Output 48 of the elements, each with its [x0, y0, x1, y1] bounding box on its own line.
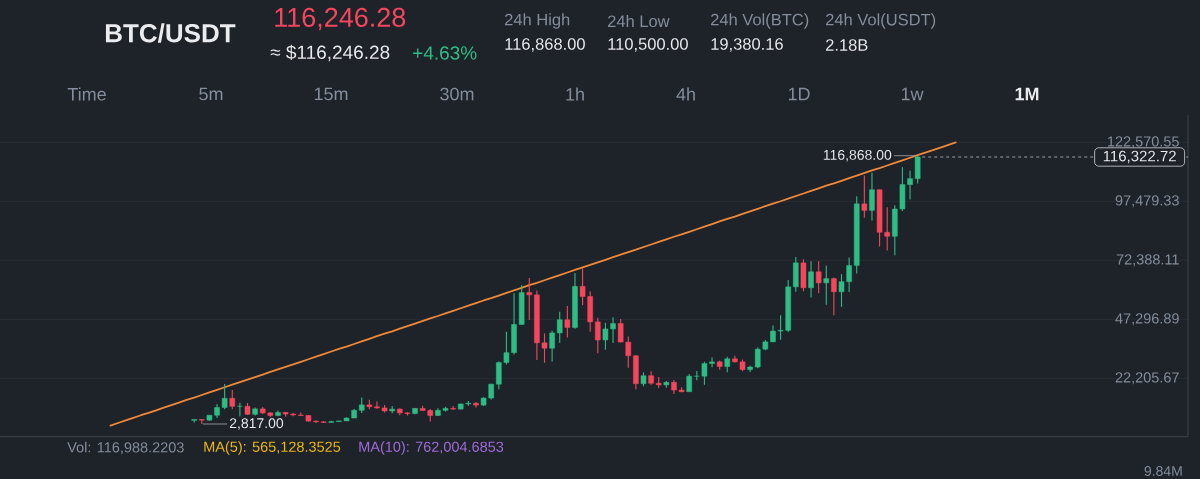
- text: 15m: [314, 87, 348, 101]
- text: MA(5): 565,128.3525: [204, 441, 341, 455]
- text: 9.84M: [1144, 466, 1182, 476]
- candlestick: [526, 277, 533, 321]
- candlestick: [229, 389, 236, 410]
- text: Time: [67, 87, 106, 101]
- text: 1M: [1015, 87, 1039, 101]
- y-tick-label: 22,205.67: [1115, 372, 1179, 385]
- candlestick: [556, 311, 563, 344]
- text: +4.63%: [413, 46, 477, 60]
- text: MA(10): 762,004.6853: [359, 441, 504, 455]
- candlestick: [564, 305, 571, 338]
- text: 30m: [440, 87, 474, 101]
- y-tick-label: 122,570.55: [1108, 136, 1179, 149]
- y-tick-label: 47,296.89: [1115, 313, 1179, 326]
- candlestick: [549, 330, 555, 363]
- candlestick: [831, 276, 837, 316]
- text: 1D: [788, 87, 810, 101]
- text: 24h High: [505, 13, 570, 29]
- y-tick-label: 72,388.11: [1116, 254, 1179, 267]
- candlestick: [237, 402, 243, 417]
- candlestick: [815, 260, 822, 294]
- text: 116,246.28: [275, 7, 406, 31]
- chart-title: BTC/USDT: [105, 23, 236, 43]
- candlestick: [793, 256, 799, 293]
- text: 5m: [199, 87, 223, 101]
- annotation: 2,817.00: [229, 418, 284, 430]
- candlestick: [808, 260, 814, 298]
- candlestick: [450, 405, 456, 411]
- text: 1h: [566, 87, 584, 101]
- ref-line-label: 116,322.72: [1103, 150, 1176, 164]
- text: 19,380.16: [711, 38, 783, 52]
- text: 24h Low: [608, 14, 670, 28]
- text: 24h Vol(USDT): [826, 13, 936, 29]
- candlestick: [861, 175, 868, 219]
- text: 1w: [901, 87, 924, 101]
- text: 110,500.00: [608, 38, 688, 52]
- candlestick: [595, 317, 601, 354]
- text: 2.18B: [826, 39, 868, 51]
- text: 24h Vol(BTC): [711, 13, 809, 29]
- text: ≈ $116,246.28: [270, 44, 390, 62]
- text: Vol: 116,988.2203: [67, 441, 184, 455]
- candlestick: [869, 172, 875, 222]
- text: 116,868.00: [505, 38, 585, 52]
- y-tick-label: 97,479.33: [1115, 195, 1179, 208]
- annotation: 116,868.00: [823, 149, 892, 162]
- text: 4h: [676, 87, 695, 101]
- candlestick: [823, 265, 830, 306]
